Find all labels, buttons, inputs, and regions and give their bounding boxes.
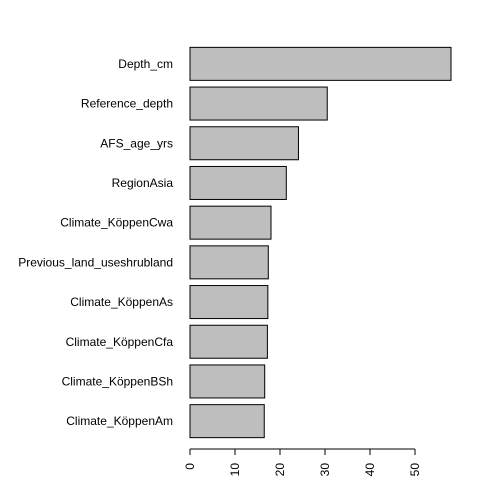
category-label: Climate_KöppenAs [70,295,173,309]
category-label: Reference_depth [81,97,173,111]
bars-group [190,47,451,437]
bar [190,87,327,120]
bar [190,405,264,438]
category-label: RegionAsia [112,176,174,190]
bar [190,286,268,319]
bar [190,47,451,80]
x-tick-label: 30 [318,463,332,477]
category-label: Climate_KöppenAm [66,414,173,428]
category-label: Climate_KöppenBSh [62,374,173,388]
bar [190,166,286,199]
x-tick-label: 20 [273,463,287,477]
x-tick-label: 10 [228,463,242,477]
bar [190,127,298,160]
category-label: Previous_land_useshrubland [18,255,173,269]
bar [190,365,265,398]
category-label: Climate_KöppenCfa [66,335,174,349]
bar [190,206,271,239]
x-tick-label: 40 [363,463,377,477]
category-label: Climate_KöppenCwa [60,216,173,230]
bar [190,246,268,279]
bar [190,325,267,358]
x-axis: 0 10 20 30 40 50 [183,449,422,476]
x-tick-label: 0 [183,463,197,470]
category-label: Depth_cm [118,57,173,71]
x-tick-label: 50 [408,463,422,477]
category-labels: Depth_cm Reference_depth AFS_age_yrs Region… [18,57,173,428]
category-label: AFS_age_yrs [100,136,173,150]
